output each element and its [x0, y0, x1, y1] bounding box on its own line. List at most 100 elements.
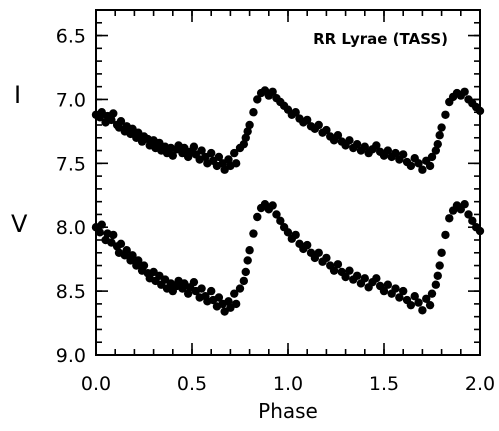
data-point: [441, 110, 450, 119]
data-point: [241, 133, 250, 142]
x-axis-title: Phase: [258, 399, 318, 423]
data-point: [391, 148, 400, 158]
data-point: [231, 159, 241, 168]
data-point: [425, 161, 435, 171]
data-point: [283, 228, 293, 237]
data-point: [329, 266, 339, 275]
y-tick-label: 7.5: [56, 153, 86, 175]
data-point: [134, 256, 143, 265]
y-tick-label: 6.5: [56, 26, 86, 48]
data-point: [249, 108, 258, 117]
data-point: [230, 148, 239, 158]
data-point: [475, 106, 485, 116]
data-point: [303, 240, 312, 250]
data-point: [360, 142, 369, 151]
data-point: [116, 239, 126, 249]
data-point: [207, 286, 216, 296]
annotation-label: RR Lyrae (TASS): [313, 30, 448, 48]
data-point: [314, 248, 323, 257]
data-point: [391, 284, 400, 293]
data-point: [243, 127, 252, 136]
data-point: [437, 123, 446, 132]
data-point: [372, 274, 381, 283]
y-tick-label: 8.5: [56, 281, 86, 303]
data-point: [189, 142, 199, 151]
data-point: [399, 150, 408, 159]
data-point: [427, 289, 437, 298]
data-point: [268, 87, 277, 96]
data-point: [322, 253, 331, 263]
band-label-v: V: [11, 210, 28, 238]
data-point: [107, 115, 116, 125]
data-points: [91, 86, 485, 316]
band-label-i: I: [14, 81, 21, 109]
data-point: [410, 292, 419, 301]
data-point: [406, 300, 416, 310]
data-point: [445, 214, 454, 223]
data-point: [333, 131, 343, 140]
data-point: [224, 297, 233, 306]
data-point: [422, 294, 431, 303]
data-point: [183, 289, 193, 298]
data-point: [395, 293, 404, 302]
data-point: [475, 226, 485, 236]
data-point: [418, 306, 427, 315]
data-point: [139, 261, 149, 270]
data-point: [245, 246, 254, 255]
data-point: [239, 276, 249, 286]
data-point: [272, 210, 281, 219]
data-point: [431, 280, 441, 289]
data-point: [425, 300, 435, 310]
data-point: [433, 139, 442, 149]
data-point: [243, 256, 252, 265]
series-i: [91, 86, 485, 174]
data-point: [414, 298, 423, 307]
data-point: [207, 148, 216, 158]
data-point: [460, 87, 469, 96]
data-point: [352, 139, 362, 149]
data-point: [441, 230, 450, 240]
data-point: [122, 246, 131, 255]
data-point: [431, 146, 441, 155]
data-point: [291, 108, 300, 117]
data-point: [276, 216, 285, 226]
data-point: [291, 230, 300, 240]
data-point: [435, 131, 444, 140]
data-point: [435, 261, 444, 270]
data-point: [333, 260, 343, 269]
data-point: [128, 251, 137, 260]
data-point: [464, 210, 473, 219]
data-point: [245, 120, 254, 130]
data-point: [230, 289, 239, 298]
data-point: [360, 274, 369, 283]
data-point: [437, 248, 446, 257]
data-point: [253, 95, 262, 104]
y-tick-label: 8.0: [56, 217, 86, 239]
data-point: [468, 216, 477, 226]
x-tick-label: 1.0: [273, 373, 303, 395]
data-point: [189, 277, 199, 287]
data-point: [460, 200, 469, 209]
data-point: [109, 230, 118, 240]
x-tick-label: 2.0: [465, 373, 495, 395]
data-point: [345, 266, 354, 275]
data-point: [372, 141, 381, 150]
x-tick-label: 1.5: [369, 373, 399, 395]
data-point: [433, 271, 442, 280]
data-point: [345, 136, 354, 145]
data-point: [214, 293, 224, 302]
x-tick-labels: 0.0 0.5 1.0 1.5 2.0: [81, 373, 495, 395]
data-point: [249, 229, 258, 238]
data-point: [116, 116, 126, 126]
data-point: [341, 272, 350, 282]
data-point: [352, 271, 362, 280]
data-point: [383, 146, 393, 155]
data-point: [235, 284, 245, 293]
data-point: [314, 120, 323, 130]
data-point: [303, 115, 312, 125]
data-point: [414, 159, 423, 168]
data-point: [418, 165, 427, 174]
y-tick-labels: 6.5 7.0 7.5 8.0 8.5 9.0: [56, 26, 86, 367]
data-point: [197, 146, 206, 155]
